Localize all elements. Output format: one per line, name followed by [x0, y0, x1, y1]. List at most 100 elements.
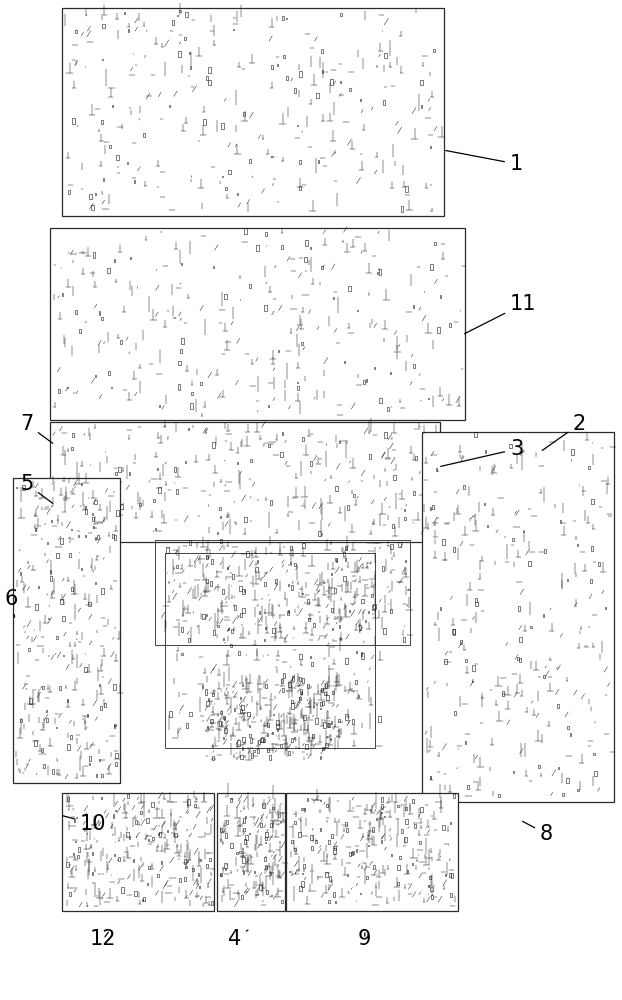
- Bar: [320, 828, 321, 831]
- Bar: [79, 329, 81, 333]
- Bar: [155, 528, 156, 530]
- Bar: [509, 444, 512, 448]
- Bar: [405, 560, 406, 562]
- Bar: [442, 539, 445, 545]
- Bar: [179, 10, 181, 12]
- Bar: [366, 379, 367, 382]
- Bar: [302, 593, 303, 594]
- Bar: [251, 753, 253, 758]
- Bar: [211, 901, 213, 905]
- Bar: [60, 538, 63, 544]
- Bar: [120, 340, 123, 344]
- Bar: [463, 485, 465, 489]
- Bar: [222, 589, 225, 594]
- Bar: [202, 685, 203, 688]
- Bar: [360, 893, 361, 894]
- Bar: [93, 252, 96, 258]
- Bar: [140, 811, 142, 814]
- Bar: [22, 485, 24, 490]
- Bar: [408, 589, 409, 590]
- Bar: [127, 835, 128, 836]
- Bar: [371, 594, 373, 597]
- Bar: [101, 588, 103, 594]
- Bar: [188, 638, 190, 642]
- Bar: [59, 686, 61, 690]
- Bar: [322, 266, 323, 269]
- Bar: [126, 832, 129, 837]
- Bar: [265, 832, 267, 837]
- Bar: [390, 372, 391, 374]
- Bar: [188, 540, 191, 545]
- Bar: [343, 552, 345, 556]
- Bar: [195, 804, 196, 807]
- Text: 10: 10: [63, 814, 106, 834]
- Bar: [381, 812, 382, 813]
- Bar: [86, 714, 88, 717]
- Bar: [300, 691, 302, 694]
- Bar: [52, 769, 54, 774]
- Bar: [127, 162, 128, 164]
- Bar: [267, 723, 269, 727]
- Bar: [237, 193, 238, 195]
- Bar: [266, 684, 267, 688]
- Bar: [128, 794, 129, 798]
- Bar: [399, 856, 401, 859]
- Bar: [177, 384, 180, 390]
- Bar: [134, 180, 136, 183]
- Bar: [236, 462, 238, 464]
- Bar: [208, 67, 211, 73]
- Bar: [72, 447, 73, 450]
- Bar: [335, 486, 338, 491]
- Bar: [241, 705, 244, 710]
- Bar: [264, 857, 266, 861]
- Bar: [361, 653, 364, 659]
- Bar: [181, 653, 182, 655]
- Bar: [430, 876, 431, 879]
- Bar: [419, 841, 420, 844]
- Bar: [577, 789, 579, 791]
- Bar: [265, 232, 267, 236]
- Bar: [217, 625, 219, 627]
- Bar: [327, 695, 329, 700]
- Bar: [70, 735, 72, 739]
- Bar: [376, 818, 378, 820]
- Bar: [315, 840, 317, 843]
- Bar: [67, 797, 68, 801]
- Bar: [345, 658, 348, 664]
- Bar: [310, 656, 311, 658]
- Bar: [69, 892, 72, 896]
- Bar: [346, 828, 348, 832]
- Bar: [485, 450, 486, 453]
- Bar: [116, 510, 119, 516]
- Bar: [266, 837, 267, 840]
- Bar: [282, 688, 284, 692]
- Bar: [43, 764, 45, 768]
- Bar: [200, 859, 201, 861]
- Bar: [328, 723, 330, 727]
- Bar: [130, 257, 131, 259]
- Bar: [379, 269, 381, 275]
- Bar: [528, 561, 531, 566]
- Bar: [132, 53, 134, 54]
- Bar: [294, 821, 295, 824]
- Bar: [544, 549, 546, 553]
- Bar: [278, 350, 279, 352]
- Bar: [212, 693, 213, 696]
- Bar: [220, 539, 223, 543]
- Bar: [349, 88, 351, 91]
- Bar: [85, 509, 87, 514]
- Bar: [452, 629, 455, 634]
- Bar: [572, 449, 574, 455]
- Bar: [359, 625, 361, 630]
- Bar: [241, 755, 243, 759]
- Bar: [377, 272, 378, 274]
- Bar: [174, 833, 177, 837]
- Bar: [519, 637, 522, 642]
- Bar: [85, 535, 86, 537]
- Bar: [430, 146, 431, 148]
- Bar: [78, 535, 80, 537]
- Bar: [498, 794, 499, 797]
- Bar: [304, 715, 306, 720]
- Bar: [91, 205, 94, 210]
- Bar: [475, 432, 477, 437]
